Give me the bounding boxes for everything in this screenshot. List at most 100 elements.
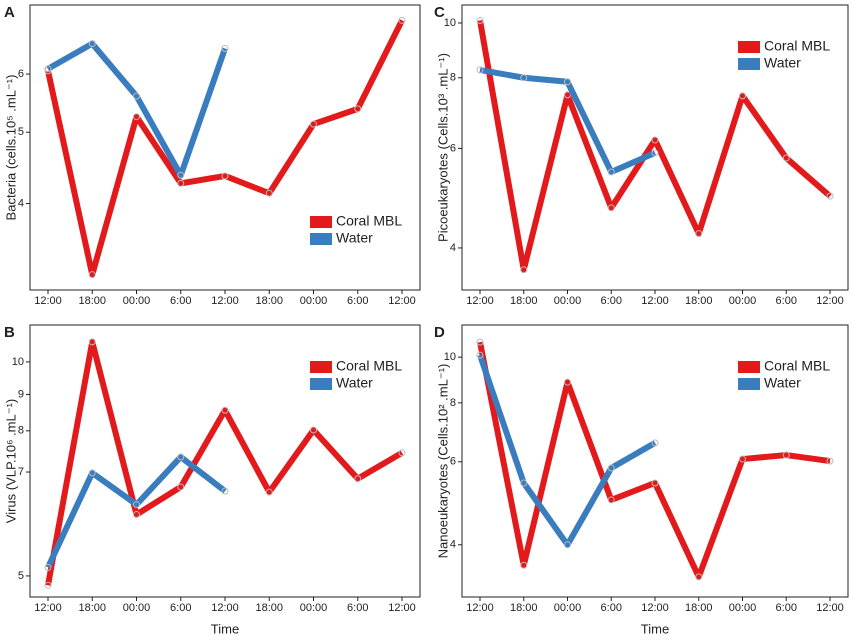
series-line <box>46 40 228 179</box>
x-tick-label: 18:00 <box>685 295 713 307</box>
x-tick-label: 18:00 <box>510 602 538 614</box>
point <box>310 426 317 434</box>
y-tick-label: 10 <box>444 351 456 363</box>
legend-swatch <box>310 233 332 245</box>
y-tick-label: 4 <box>18 197 24 209</box>
point <box>782 154 790 162</box>
point <box>520 266 528 274</box>
y-tick-label: 9 <box>18 388 24 400</box>
legend-swatch <box>738 58 760 70</box>
x-tick-label: 6:00 <box>170 295 191 307</box>
point <box>564 78 571 86</box>
point <box>133 113 140 121</box>
x-tick-label: 6:00 <box>347 602 368 614</box>
plot-frame <box>29 324 421 598</box>
point <box>651 439 659 447</box>
point <box>564 378 571 386</box>
y-tick-label: 6 <box>450 456 456 468</box>
x-tick-label: 18:00 <box>255 295 283 307</box>
point <box>265 189 273 197</box>
point <box>607 464 615 472</box>
x-tick-label: 12:00 <box>641 295 669 307</box>
y-tick-label: 5 <box>18 570 24 582</box>
x-tick-label: 12:00 <box>816 602 844 614</box>
point <box>221 172 229 180</box>
x-tick-label: 00:00 <box>554 602 582 614</box>
point <box>177 179 185 187</box>
x-tick-label: 12:00 <box>388 295 416 307</box>
series-line <box>477 354 657 548</box>
legend-label: Coral MBL <box>764 38 830 54</box>
point <box>564 541 571 549</box>
point <box>782 451 790 459</box>
legend-label: Water <box>764 55 801 71</box>
x-axis-label: Time <box>211 621 239 636</box>
point <box>177 171 185 179</box>
point <box>44 581 52 589</box>
point <box>607 168 615 176</box>
x-tick-label: 00:00 <box>123 602 151 614</box>
x-tick-label: 6:00 <box>601 295 622 307</box>
point <box>520 74 528 82</box>
legend-swatch <box>738 41 760 53</box>
point <box>354 475 362 483</box>
y-tick-label: 6 <box>18 68 24 80</box>
x-tick-label: 00:00 <box>300 602 328 614</box>
point <box>739 92 746 100</box>
x-tick-label: 00:00 <box>554 295 582 307</box>
x-tick-label: 12:00 <box>211 602 239 614</box>
plot-frame <box>461 4 849 291</box>
x-tick-label: 12:00 <box>34 602 62 614</box>
y-tick-label: 8 <box>18 425 24 437</box>
point <box>88 338 96 346</box>
x-tick-label: 18:00 <box>78 602 106 614</box>
point <box>221 406 229 414</box>
series-line <box>45 19 405 278</box>
point <box>695 573 703 581</box>
x-tick-label: 18:00 <box>255 602 283 614</box>
point <box>221 45 229 53</box>
x-tick-label: 00:00 <box>729 295 757 307</box>
panel-label: C <box>434 4 445 21</box>
legend-label: Coral MBL <box>336 213 402 229</box>
x-tick-label: 12:00 <box>641 602 669 614</box>
point <box>651 479 659 487</box>
point <box>221 487 229 495</box>
x-tick-label: 12:00 <box>211 295 239 307</box>
x-tick-label: 18:00 <box>685 602 713 614</box>
point <box>88 40 96 48</box>
legend-label: Water <box>336 375 373 391</box>
panel-label: B <box>4 324 15 341</box>
legend-swatch <box>310 361 332 373</box>
legend-label: Coral MBL <box>336 358 402 374</box>
y-axis-label: Bacteria (cells.10⁵ .mL⁻¹) <box>3 75 18 221</box>
x-tick-label: 00:00 <box>300 295 328 307</box>
legend-swatch <box>310 216 332 228</box>
series-line <box>479 66 657 175</box>
legend-label: Coral MBL <box>764 358 830 374</box>
x-tick-label: 00:00 <box>123 295 151 307</box>
point <box>133 92 140 100</box>
legend-swatch <box>738 361 760 373</box>
point <box>607 204 615 212</box>
series-line <box>477 20 832 273</box>
point <box>826 457 834 465</box>
x-tick-label: 6:00 <box>776 295 797 307</box>
point <box>177 453 185 461</box>
y-tick-label: 7 <box>18 466 24 478</box>
point <box>651 136 659 144</box>
point <box>476 351 484 359</box>
point <box>476 66 484 74</box>
point <box>564 91 571 99</box>
x-tick-label: 12:00 <box>34 295 62 307</box>
point <box>651 149 659 157</box>
point <box>520 561 528 569</box>
point <box>133 501 140 509</box>
legend-label: Water <box>764 375 801 391</box>
x-tick-label: 6:00 <box>170 602 191 614</box>
point <box>695 230 703 238</box>
x-tick-label: 12:00 <box>466 602 494 614</box>
point <box>476 17 484 25</box>
point <box>354 105 362 113</box>
